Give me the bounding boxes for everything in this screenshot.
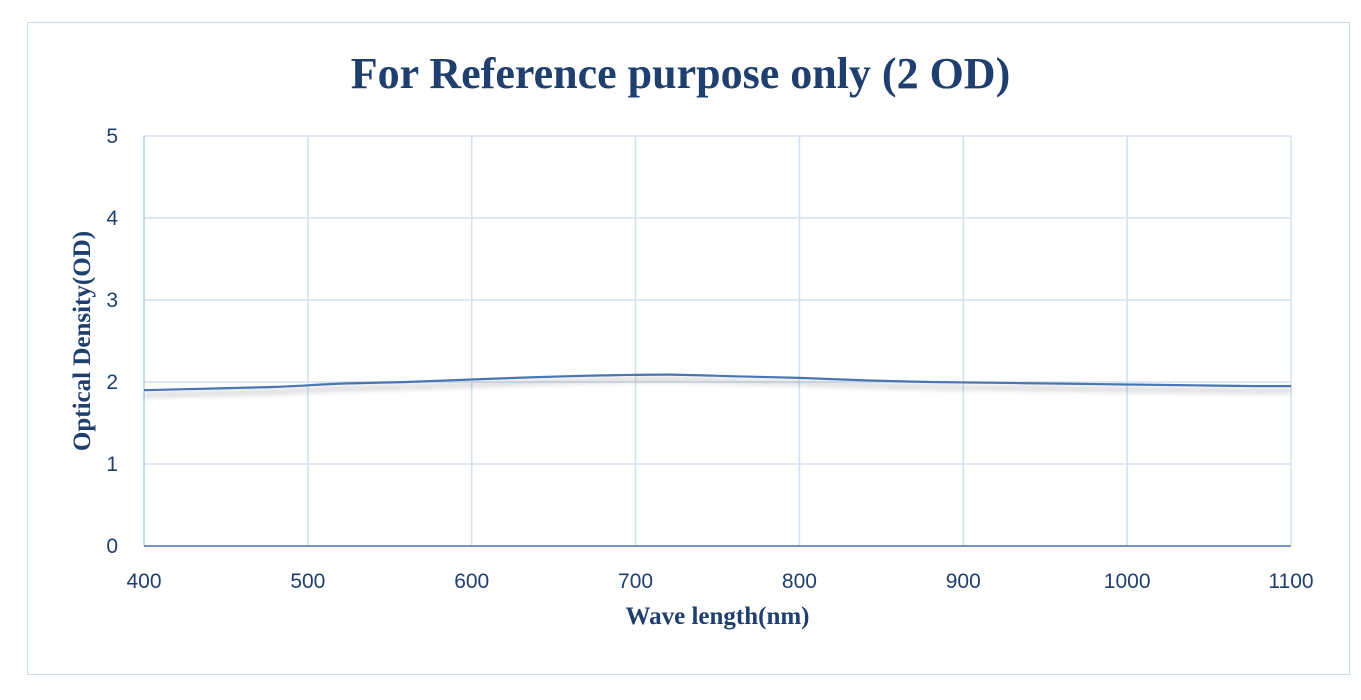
y-tick-label: 3 xyxy=(106,289,118,312)
x-tick-label: 500 xyxy=(290,570,325,593)
y-tick-labels: 0 1 2 3 4 5 xyxy=(106,125,118,558)
y-tick-label: 1 xyxy=(106,453,118,476)
gridlines xyxy=(144,135,1292,546)
y-tick-label: 0 xyxy=(106,535,118,558)
series-group xyxy=(143,373,1292,392)
y-tick-label: 5 xyxy=(106,125,118,148)
x-tick-label: 800 xyxy=(782,570,817,593)
chart-frame xyxy=(27,22,1350,675)
x-tick-label: 1100 xyxy=(1268,570,1313,593)
y-tick-label: 2 xyxy=(106,371,118,394)
chart-title: For Reference purpose only (2 OD) xyxy=(350,49,1011,98)
x-tick-label: 900 xyxy=(946,570,981,593)
od-series-line xyxy=(143,373,1292,392)
x-tick-label: 1000 xyxy=(1104,570,1151,593)
axes xyxy=(143,136,1291,547)
x-tick-label: 700 xyxy=(618,570,653,593)
x-tick-labels: 400 500 600 700 800 900 1000 1100 xyxy=(126,570,1313,593)
x-tick-label: 600 xyxy=(454,570,489,593)
y-tick-label: 4 xyxy=(106,207,118,230)
x-axis-label: Wave length(nm) xyxy=(625,603,810,630)
x-tick-label: 400 xyxy=(126,570,161,593)
